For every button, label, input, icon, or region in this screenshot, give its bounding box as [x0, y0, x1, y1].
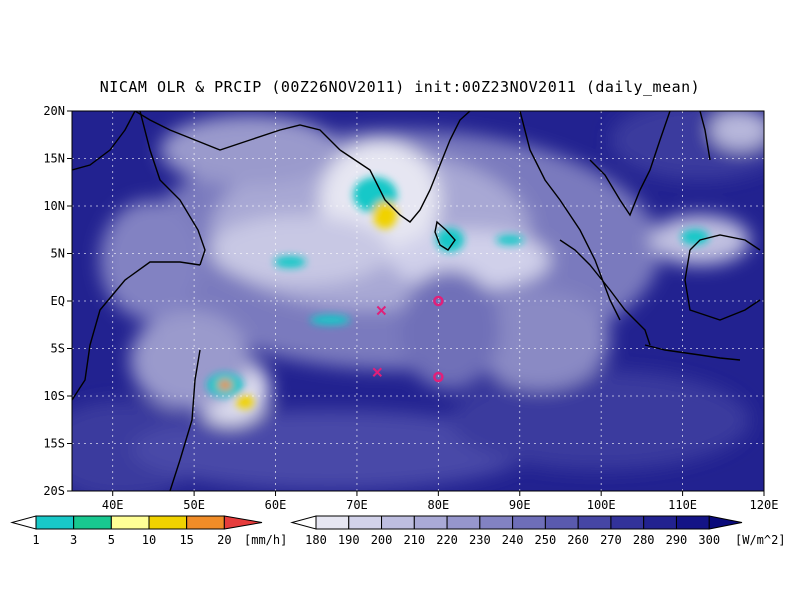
- lon-tick-label: 50E: [183, 498, 205, 512]
- coastlines: [72, 111, 761, 491]
- lat-tick-label: EQ: [51, 294, 65, 308]
- legend-unit: [mm/h]: [244, 533, 287, 547]
- legend-value: 270: [600, 533, 622, 547]
- cross-marker: [376, 305, 387, 316]
- legend-value: 20: [217, 533, 231, 547]
- legend-value: 230: [469, 533, 491, 547]
- legend-value: 210: [403, 533, 425, 547]
- legend-swatch: [315, 515, 350, 530]
- legend-swatch: [413, 515, 448, 530]
- lat-tick-label: 10N: [43, 199, 65, 213]
- legend-swatch: [73, 515, 112, 530]
- legend-swatch: [148, 515, 188, 530]
- lon-tick-label: 120E: [750, 498, 779, 512]
- legend-swatch: [186, 515, 225, 530]
- axis-ticks: [67, 110, 765, 496]
- legend-value: 300: [698, 533, 720, 547]
- legend-over-arrow: [708, 515, 743, 530]
- legend-swatch: [610, 515, 645, 530]
- lat-tick-label: 5N: [51, 247, 65, 261]
- legend-swatch: [479, 515, 514, 530]
- lon-tick-label: 110E: [668, 498, 697, 512]
- legend-swatch: [512, 515, 546, 530]
- legend-unit: [W/m^2]: [735, 533, 786, 547]
- legend-swatch: [348, 515, 383, 530]
- lat-tick-label: 20S: [43, 484, 65, 498]
- lat-tick-label: 20N: [43, 104, 65, 118]
- circle-marker: [433, 371, 444, 383]
- legend-over-arrow: [223, 515, 263, 530]
- precip-field: [207, 177, 709, 409]
- lon-tick-label: 40E: [102, 498, 124, 512]
- circle-marker: [433, 295, 444, 307]
- longitude-labels: 40E 50E 60E 70E 80E 90E 100E 110E 120E: [102, 498, 779, 512]
- legend-value: 1: [32, 533, 39, 547]
- lon-tick-label: 100E: [587, 498, 616, 512]
- map-title: NICAM OLR & PRCIP (00Z26NOV2011) init:00…: [99, 78, 701, 96]
- precip-legend: 1 3 5 10 15 20 [mm/h]: [10, 515, 287, 547]
- legend-swatch: [110, 515, 150, 530]
- legend-under-arrow: [290, 515, 317, 530]
- lat-tick-label: 10S: [43, 389, 65, 403]
- lat-tick-label: 15S: [43, 437, 65, 451]
- legend-swatch: [381, 515, 415, 530]
- legend-value: 5: [108, 533, 115, 547]
- lon-tick-label: 70E: [346, 498, 368, 512]
- legend-value: 250: [535, 533, 557, 547]
- legend-swatch: [675, 515, 710, 530]
- legend-value: 10: [142, 533, 156, 547]
- olr-legend: 180 190 200 210 220 230 240 250 260 270 280 290 300 […: [290, 515, 786, 547]
- storm-markers: [372, 295, 444, 383]
- legend-value: 15: [179, 533, 193, 547]
- map-panel: [72, 111, 764, 491]
- legend-value: 180: [305, 533, 327, 547]
- legend-value: 3: [70, 533, 77, 547]
- legend-swatch: [446, 515, 481, 530]
- grid-lines: [72, 111, 764, 491]
- cross-marker: [372, 367, 383, 377]
- lat-tick-label: 15N: [43, 152, 65, 166]
- legend-value: 220: [436, 533, 458, 547]
- lon-tick-label: 90E: [509, 498, 531, 512]
- lon-tick-label: 80E: [428, 498, 450, 512]
- legend-value: 290: [666, 533, 688, 547]
- legend-under-arrow: [10, 515, 37, 530]
- legend-swatch: [544, 515, 579, 530]
- legend-value: 260: [567, 533, 589, 547]
- legend-value: 280: [633, 533, 655, 547]
- legend-value: 200: [371, 533, 393, 547]
- lon-tick-label: 60E: [265, 498, 287, 512]
- legend-swatch: [577, 515, 612, 530]
- latitude-labels: 20N 15N 10N 5N EQ 5S 10S 15S 20S: [43, 104, 65, 498]
- legend-value: 240: [502, 533, 524, 547]
- legend-swatch: [643, 515, 677, 530]
- lat-tick-label: 5S: [51, 342, 65, 356]
- legend-value: 190: [338, 533, 360, 547]
- legend-swatch: [35, 515, 75, 530]
